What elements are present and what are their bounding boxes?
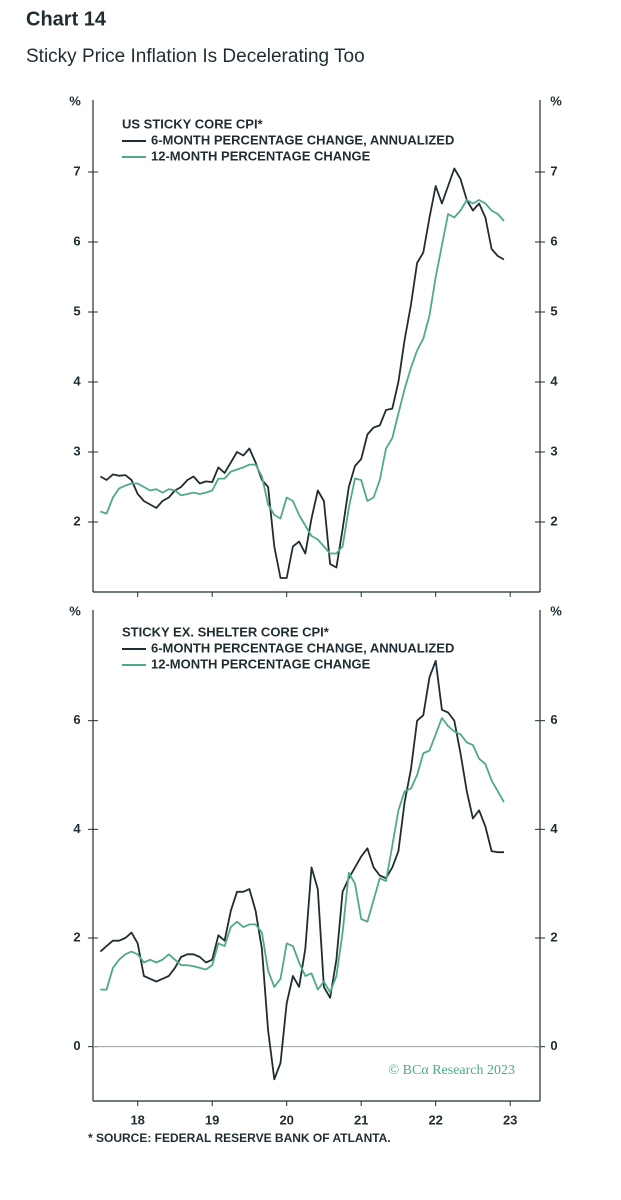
y-tick-label: 2: [73, 929, 80, 944]
y-tick-label: 6: [73, 712, 80, 727]
y2-unit: %: [550, 603, 562, 618]
series-line: [100, 717, 505, 994]
y2-tick-label: 4: [550, 373, 558, 388]
y2-tick-label: 0: [550, 1038, 557, 1053]
y2-tick-label: 7: [550, 163, 557, 178]
x-tick-label: 22: [428, 1112, 442, 1127]
series-line: [99, 660, 504, 1081]
x-tick-label: 23: [503, 1112, 517, 1127]
y-tick-label: 6: [73, 233, 80, 248]
annotation: © BCα Research 2023: [389, 1063, 515, 1078]
x-tick-label: 19: [205, 1112, 219, 1127]
y-tick-label: 7: [73, 163, 80, 178]
y-tick-label: 0: [73, 1038, 80, 1053]
footnote: * SOURCE: FEDERAL RESERVE BANK OF ATLANT…: [88, 1131, 391, 1145]
y-tick-label: 4: [73, 821, 81, 836]
series-line: [99, 167, 505, 579]
x-tick-label: 18: [130, 1112, 144, 1127]
series-line: [100, 199, 505, 555]
x-tick-label: 21: [354, 1112, 368, 1127]
legend-label: 6-MONTH PERCENTAGE CHANGE, ANNUALIZED: [151, 132, 454, 147]
title: Chart 14: [26, 8, 107, 30]
y2-tick-label: 6: [550, 712, 557, 727]
y2-tick-label: 6: [550, 233, 557, 248]
legend-label: 12-MONTH PERCENTAGE CHANGE: [151, 148, 371, 163]
y-unit: %: [69, 93, 81, 108]
y-unit: %: [69, 603, 81, 618]
x-tick-label: 20: [279, 1112, 293, 1127]
y-tick-label: 4: [73, 373, 81, 388]
y2-tick-label: 2: [550, 929, 557, 944]
legend-title: US STICKY CORE CPI*: [122, 116, 264, 131]
legend-label: 12-MONTH PERCENTAGE CHANGE: [151, 656, 371, 671]
y2-tick-label: 3: [550, 443, 557, 458]
y2-tick-label: 2: [550, 513, 557, 528]
subtitle: Sticky Price Inflation Is Decelerating T…: [26, 46, 365, 67]
legend-label: 6-MONTH PERCENTAGE CHANGE, ANNUALIZED: [151, 640, 454, 655]
y-tick-label: 3: [73, 443, 80, 458]
y2-tick-label: 5: [550, 303, 557, 318]
y2-tick-label: 4: [550, 821, 558, 836]
legend-title: STICKY EX. SHELTER CORE CPI*: [122, 624, 330, 639]
y-tick-label: 2: [73, 513, 80, 528]
y2-unit: %: [550, 93, 562, 108]
y-tick-label: 5: [73, 303, 80, 318]
